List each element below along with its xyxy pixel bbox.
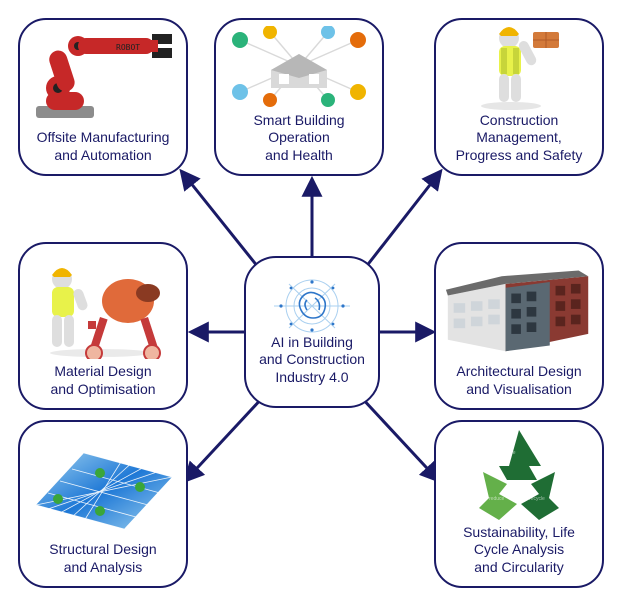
node-material: Material Design and Optimisation	[18, 242, 188, 410]
fea-slab-icon	[28, 428, 178, 541]
node-arch: Architectural Design and Visualisation	[434, 242, 604, 410]
center-label: AI in Building and Construction Industry…	[259, 334, 365, 387]
node-label: Sustainability, Life Cycle Analysis and …	[463, 524, 575, 577]
node-smart: Smart Building Operation and Health	[214, 18, 384, 176]
node-label: Construction Management, Progress and Sa…	[456, 112, 583, 165]
recycle-cloud-icon: reuse reduce recycle	[444, 424, 594, 524]
node-label: Material Design and Optimisation	[50, 363, 155, 398]
node-label: Smart Building Operation and Health	[253, 112, 344, 165]
node-sustain: reuse reduce recycle Sustainability, Lif…	[434, 420, 604, 588]
node-label: Architectural Design and Visualisation	[456, 363, 581, 398]
worker-carry-icon	[444, 20, 594, 112]
ai-brain-network-icon	[269, 278, 355, 334]
center-node: AI in Building and Construction Industry…	[244, 256, 380, 408]
worker-mixer-icon	[28, 250, 178, 363]
svg-text:reduce: reduce	[489, 496, 505, 502]
svg-text:recycle: recycle	[529, 496, 545, 502]
node-offsite: ROBOT Offsite Manufacturing and Automati…	[18, 18, 188, 176]
node-struct: Structural Design and Analysis	[18, 420, 188, 588]
building-3d-icon	[444, 250, 594, 363]
node-mgmt: Construction Management, Progress and Sa…	[434, 18, 604, 176]
robot-arm-icon: ROBOT	[28, 26, 178, 129]
svg-text:reuse: reuse	[503, 450, 516, 456]
node-label: Offsite Manufacturing and Automation	[37, 129, 170, 164]
node-label: Structural Design and Analysis	[49, 541, 156, 576]
svg-text:ROBOT: ROBOT	[116, 43, 140, 52]
smart-building-icons-icon	[224, 26, 374, 112]
